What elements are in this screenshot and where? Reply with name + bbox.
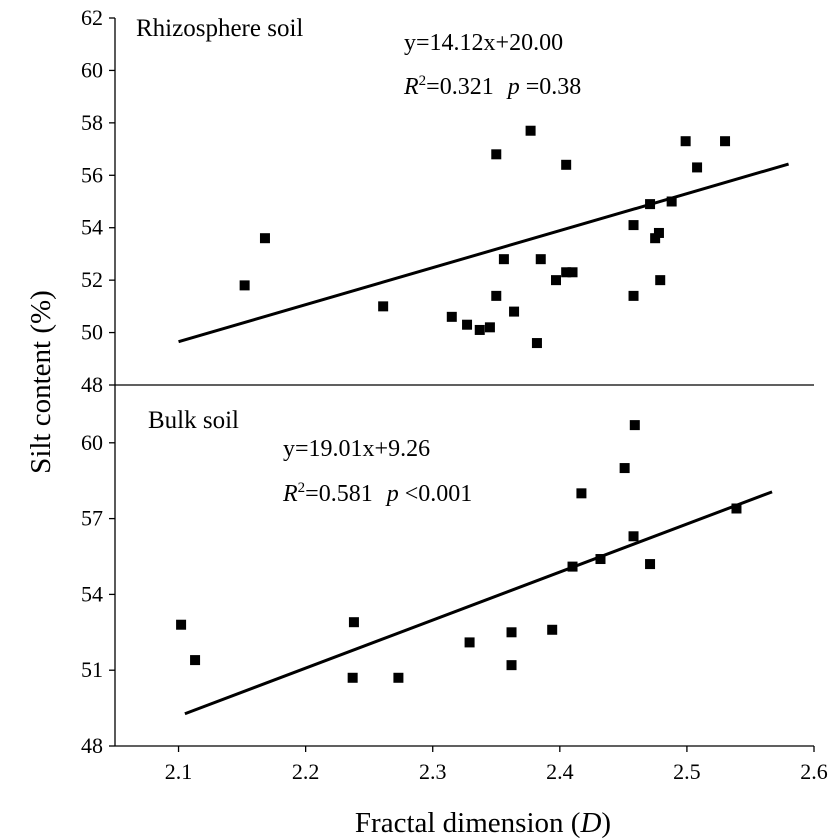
x-tick-label: 2.3 bbox=[419, 759, 447, 784]
bulk-stats: R2=0.581 p <0.001 bbox=[282, 480, 472, 507]
rhizosphere-data-point bbox=[474, 324, 485, 335]
rhizosphere-equation: y=14.12x+20.00 bbox=[404, 30, 563, 56]
rhizosphere-data-point bbox=[509, 306, 520, 317]
x-axis-title: Fractal dimension (D) bbox=[355, 807, 611, 839]
rhizosphere-data-point bbox=[692, 162, 703, 173]
bulk-data-point bbox=[629, 420, 640, 431]
bulk-y-tick-label: 60 bbox=[81, 430, 103, 455]
rhizosphere-y-tick-label: 48 bbox=[81, 372, 103, 397]
bulk-data-point bbox=[348, 617, 359, 628]
rhizosphere-data-point bbox=[491, 149, 502, 160]
rhizosphere-r2-superscript: 2 bbox=[419, 73, 427, 89]
rhizosphere-data-point bbox=[628, 290, 639, 301]
bulk-fit-line bbox=[184, 490, 773, 716]
rhizosphere-data-point bbox=[561, 159, 572, 170]
x-axis-title-variable: D bbox=[579, 807, 601, 839]
rhizosphere-data-point bbox=[446, 311, 457, 322]
rhizosphere-r2-value: =0.321 bbox=[426, 74, 494, 100]
rhizosphere-stats: R2=0.321 p =0.38 bbox=[403, 73, 581, 100]
bulk-data-point bbox=[619, 463, 630, 474]
x-axis-title-main: Fractal dimension ( bbox=[355, 807, 581, 839]
rhizosphere-data-point bbox=[378, 301, 389, 312]
rhizosphere-data-point bbox=[239, 280, 250, 291]
rhizosphere-y-tick-label: 58 bbox=[81, 110, 103, 135]
bulk-data-point bbox=[595, 554, 606, 565]
y-axis-title: Silt content (%) bbox=[25, 290, 57, 474]
rhizosphere-y-tick-label: 52 bbox=[81, 267, 103, 292]
rhizosphere-y-tick-label: 54 bbox=[81, 215, 103, 240]
rhizosphere-fit-line bbox=[178, 162, 790, 344]
bulk-p-symbol: p bbox=[385, 481, 399, 507]
rhizosphere-p-value: =0.38 bbox=[520, 74, 582, 100]
bulk-data-point bbox=[567, 561, 578, 572]
bulk-y-tick-label: 48 bbox=[81, 733, 103, 758]
bulk-data-point bbox=[628, 531, 639, 542]
rhizosphere-data-point bbox=[655, 275, 666, 286]
rhizosphere-data-point bbox=[628, 220, 639, 231]
rhizosphere-data-point bbox=[259, 233, 270, 244]
x-tick-label: 2.4 bbox=[546, 759, 574, 784]
bulk-p-value: <0.001 bbox=[399, 481, 473, 507]
bulk-r2-symbol: R bbox=[282, 481, 298, 507]
rhizosphere-data-point bbox=[551, 275, 562, 286]
rhizosphere-data-point bbox=[567, 267, 578, 278]
rhizosphere-data-point bbox=[531, 338, 542, 349]
rhizosphere-data-point bbox=[462, 319, 473, 330]
x-axis-title-end: ) bbox=[601, 807, 611, 839]
bulk-data-point bbox=[464, 637, 475, 648]
bulk-r2-superscript: 2 bbox=[298, 480, 306, 496]
rhizosphere-y-tick-label: 62 bbox=[81, 5, 103, 30]
rhizosphere-y-tick-label: 60 bbox=[81, 57, 103, 82]
rhizosphere-y-tick-label: 56 bbox=[81, 162, 103, 187]
rhizosphere-data-point bbox=[650, 233, 661, 244]
rhizosphere-data-point bbox=[720, 136, 731, 147]
bulk-equation: y=19.01x+9.26 bbox=[283, 436, 430, 462]
bulk-data-point bbox=[547, 624, 558, 635]
bulk-data-point bbox=[731, 503, 742, 514]
rhizosphere-data-point bbox=[491, 290, 502, 301]
x-tick-label: 2.1 bbox=[165, 759, 193, 784]
rhizosphere-y-tick-label: 50 bbox=[81, 320, 103, 345]
rhizosphere-data-point bbox=[645, 199, 656, 210]
bulk-data-point bbox=[347, 672, 358, 683]
bulk-r2-value: =0.581 bbox=[305, 481, 373, 507]
bulk-data-point bbox=[645, 559, 656, 570]
bulk-data-point bbox=[576, 488, 587, 499]
rhizosphere-r2-symbol: R bbox=[403, 74, 419, 100]
bulk-y-tick-label: 54 bbox=[81, 581, 103, 606]
rhizosphere-data-point bbox=[680, 136, 691, 147]
bulk-data-point bbox=[506, 660, 517, 671]
bulk-data-point bbox=[393, 672, 404, 683]
rhizosphere-data-point bbox=[525, 125, 536, 136]
bulk-data-point bbox=[506, 627, 517, 638]
chart-marks: 48 50 52 54 56 58 60 62 48 51 54 57 60 2.1 2.2 2.3 2.4 2.… bbox=[81, 5, 828, 784]
rhizosphere-data-point bbox=[561, 267, 572, 278]
bulk-y-tick-label: 51 bbox=[81, 657, 103, 682]
bulk-y-tick-label: 57 bbox=[81, 506, 103, 531]
rhizosphere-panel-label: Rhizosphere soil bbox=[136, 15, 303, 42]
rhizosphere-data-point bbox=[498, 254, 509, 265]
rhizosphere-data-point bbox=[653, 227, 664, 238]
rhizosphere-data-point bbox=[535, 254, 546, 265]
bulk-panel-label: Bulk soil bbox=[148, 407, 239, 434]
rhizosphere-data-point bbox=[484, 322, 495, 333]
x-tick-label: 2.6 bbox=[800, 759, 828, 784]
x-tick-label: 2.2 bbox=[292, 759, 320, 784]
x-tick-label: 2.5 bbox=[673, 759, 701, 784]
bulk-data-point bbox=[190, 655, 201, 666]
rhizosphere-p-symbol: p bbox=[506, 74, 520, 100]
bulk-data-point bbox=[176, 619, 187, 630]
rhizosphere-data-point bbox=[666, 196, 677, 207]
